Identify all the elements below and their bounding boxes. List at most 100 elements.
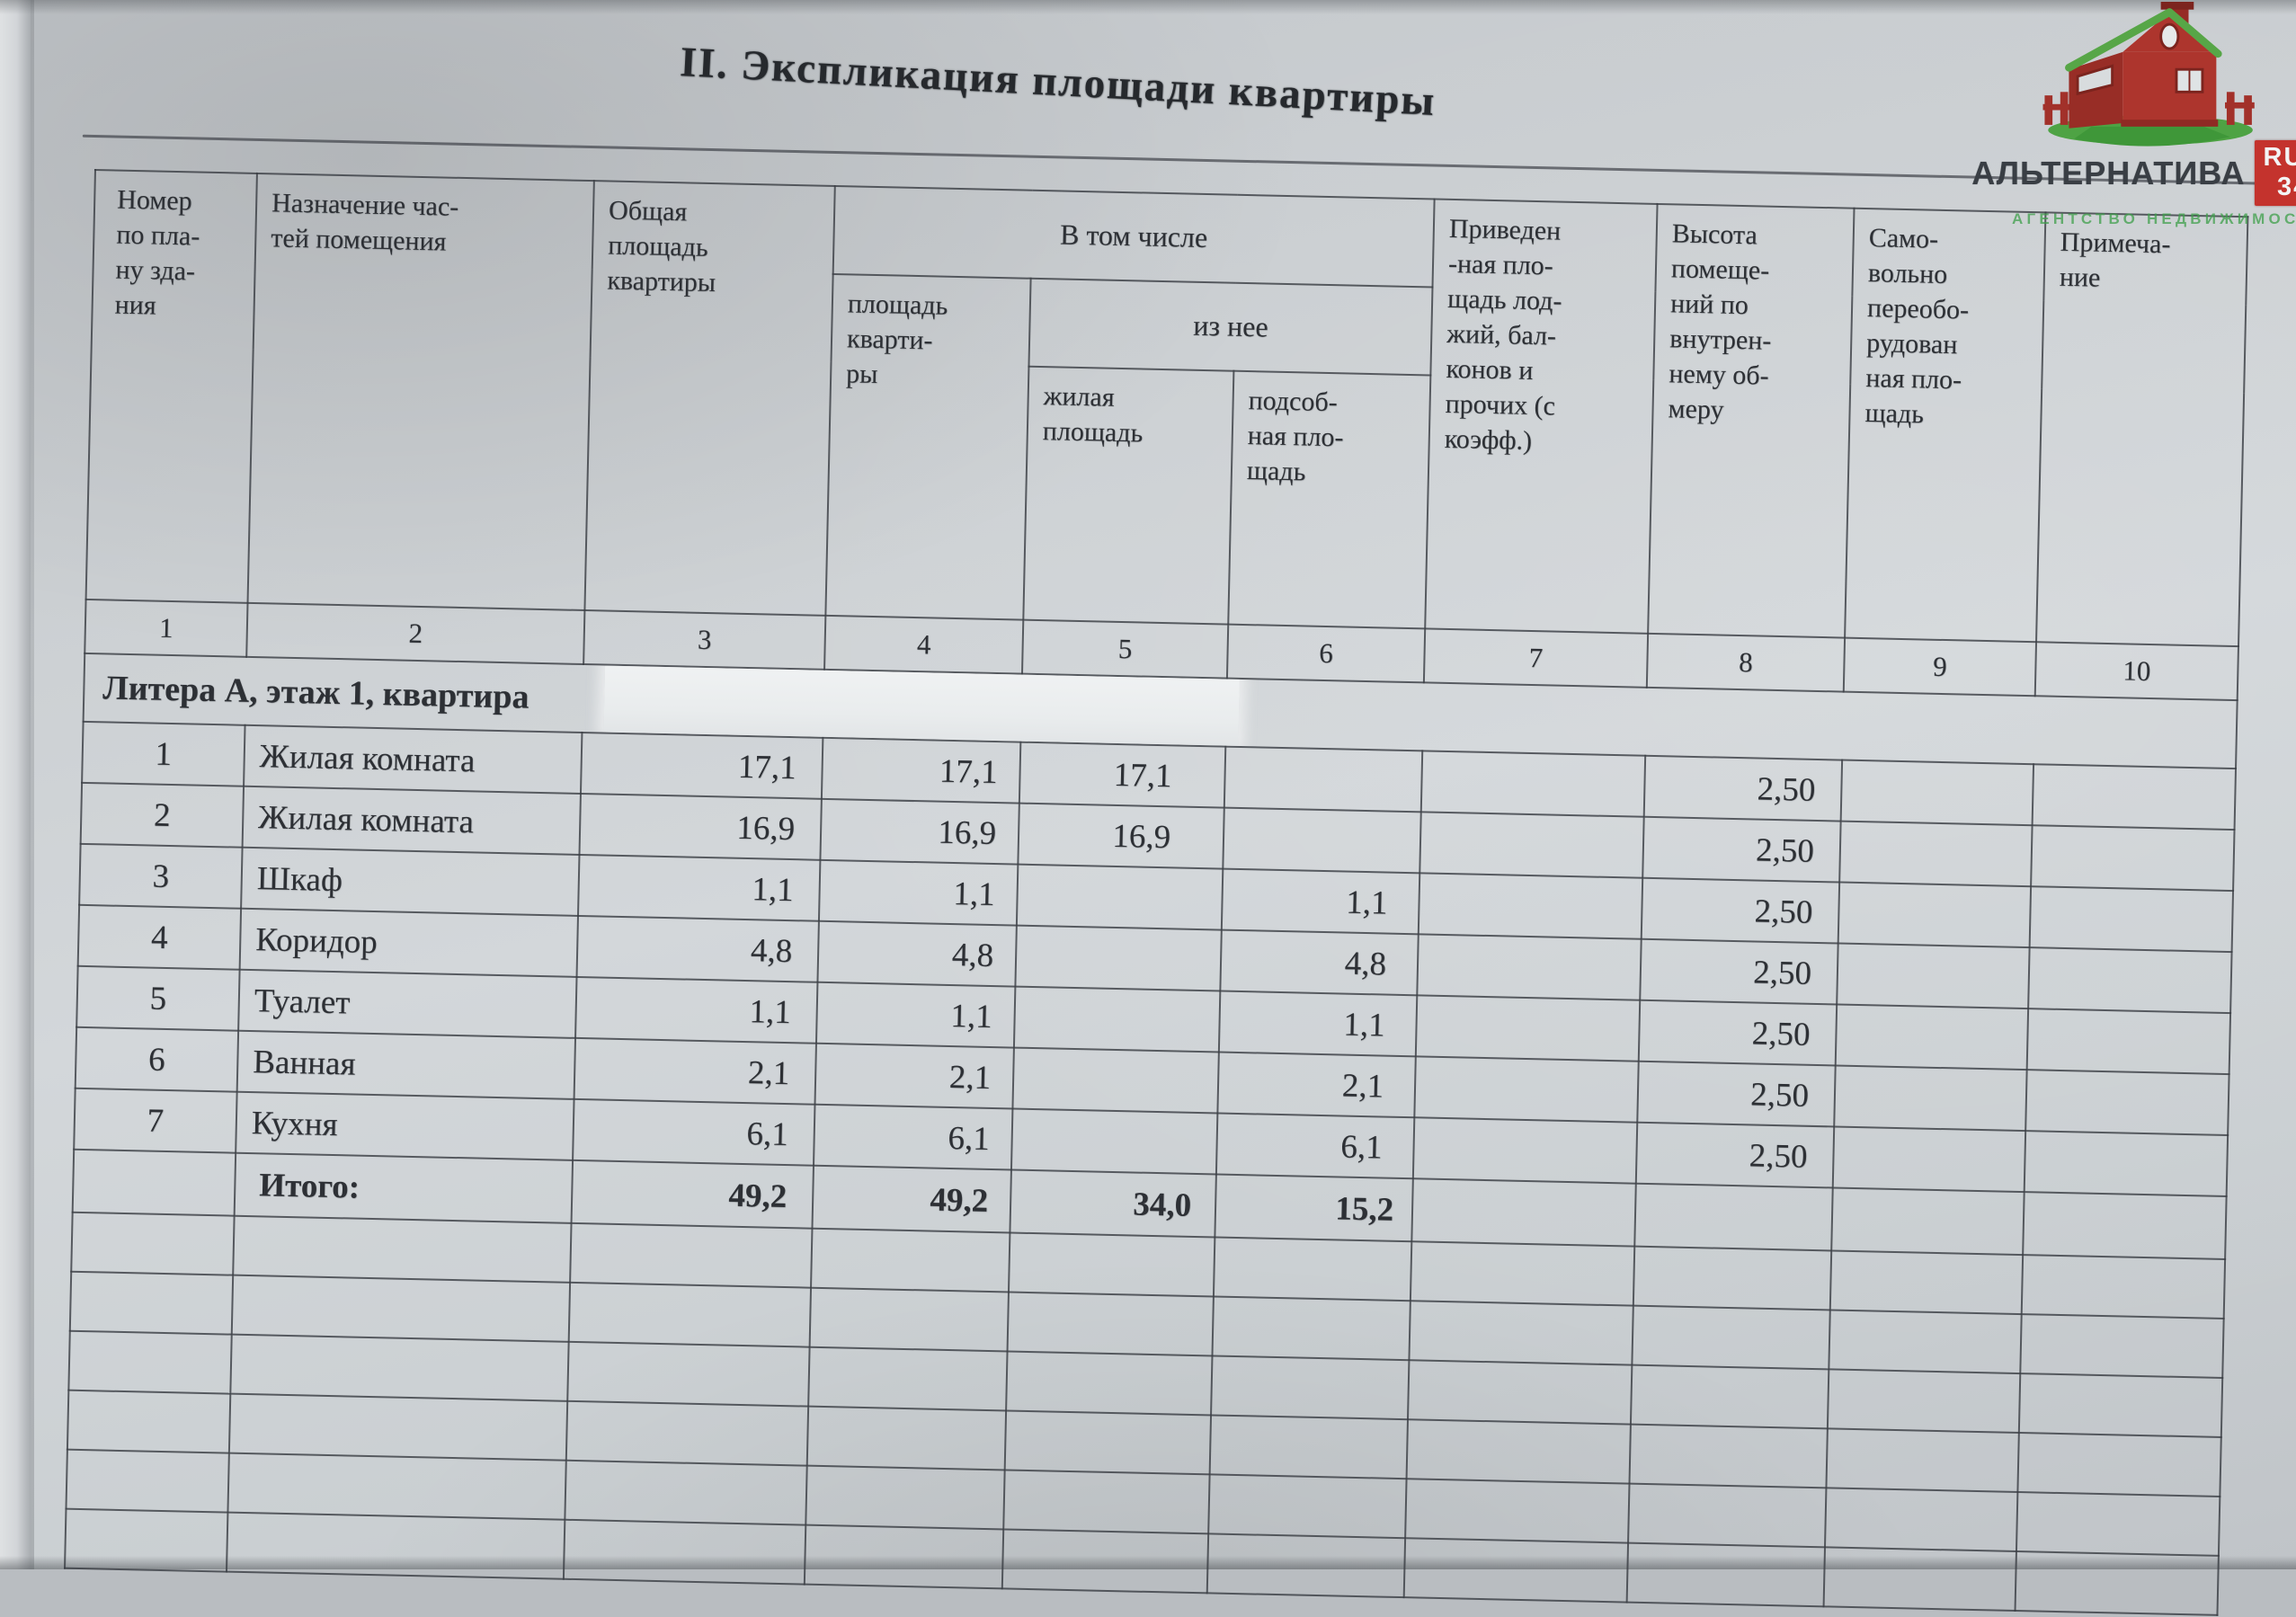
explication-table: Номер по пла- ну зда- ния Назначение час…	[64, 169, 2247, 1616]
total-area-cell: 4,8	[577, 916, 819, 982]
totals-total-area: 49,2	[572, 1160, 814, 1229]
photo-top-shade	[0, 0, 2296, 14]
reduced-area-cell	[1421, 751, 1645, 816]
living-area-cell	[1017, 865, 1223, 930]
apartment-area-cell: 2,1	[814, 1044, 1013, 1109]
total-area-cell: 17,1	[581, 733, 823, 799]
col-index-1: 1	[85, 600, 247, 657]
row-num-cell: 1	[82, 722, 245, 786]
height-cell: 2,50	[1640, 939, 1838, 1005]
row-num-cell: 4	[78, 905, 241, 970]
reduced-area-cell	[1419, 812, 1643, 877]
auxiliary-area-cell	[1223, 808, 1420, 874]
height-cell: 2,50	[1637, 1062, 1835, 1127]
col-index-2: 2	[246, 603, 584, 664]
living-area-cell: 16,9	[1018, 804, 1224, 869]
living-area-cell: 17,1	[1019, 742, 1225, 808]
unauthorized-cell	[1833, 1126, 2025, 1192]
apartment-area-cell: 4,8	[817, 921, 1016, 987]
totals-living-area: 34,0	[1010, 1170, 1215, 1238]
col-index-6: 6	[1227, 625, 1425, 683]
row-num-cell: 6	[76, 1027, 238, 1092]
unauthorized-cell	[1837, 944, 2029, 1009]
height-cell: 2,50	[1642, 878, 1839, 944]
total-area-cell: 2,1	[574, 1038, 816, 1105]
auxiliary-area-cell	[1224, 747, 1422, 813]
col-index-3: 3	[583, 610, 825, 670]
height-cell: 2,50	[1639, 1000, 1837, 1066]
unauthorized-cell	[1836, 1005, 2028, 1071]
totals-auxiliary-area: 15,2	[1215, 1174, 1412, 1241]
height-cell: 2,50	[1636, 1123, 1834, 1188]
reduced-area-cell	[1414, 1056, 1638, 1122]
note-cell	[2025, 1131, 2228, 1196]
header-total-area: Общая площадь квартиры	[584, 181, 834, 616]
unauthorized-cell	[1841, 760, 2033, 826]
apartment-area-cell: 1,1	[816, 982, 1015, 1048]
note-cell	[2027, 1008, 2230, 1074]
row-num-cell: 5	[76, 966, 239, 1031]
unauthorized-cell	[1838, 883, 2031, 948]
col-index-10: 10	[2035, 642, 2238, 700]
header-plan-number: Номер по пла- ну зда- ния	[86, 170, 257, 603]
living-area-cell	[1014, 987, 1220, 1053]
header-including: В том числе	[833, 186, 1435, 288]
page-left-edge	[0, 0, 31, 1569]
house-icon	[2039, 2, 2265, 147]
auxiliary-area-cell: 4,8	[1220, 930, 1418, 996]
note-cell	[2025, 1070, 2229, 1135]
unauthorized-cell	[1834, 1065, 2026, 1131]
col-index-5: 5	[1022, 620, 1228, 679]
row-num-cell: 2	[81, 783, 244, 848]
room-name-cell: Ванная	[237, 1031, 575, 1099]
unauthorized-cell	[1839, 822, 2032, 887]
brand-tagline: АГЕНТСТВО НЕДВИЖИМОСТИ	[2012, 210, 2292, 228]
room-name-cell: Жилая комната	[243, 786, 581, 855]
total-area-cell: 1,1	[575, 977, 817, 1044]
note-cell	[2031, 825, 2234, 891]
apartment-area-cell: 1,1	[819, 860, 1018, 926]
reduced-area-cell	[1417, 934, 1641, 1000]
auxiliary-area-cell: 1,1	[1222, 869, 1419, 935]
header-reduced-area: Приведен -ная пло- щадь лод- жий, бал- к…	[1425, 200, 1657, 634]
reduced-area-cell	[1416, 995, 1640, 1061]
total-area-cell: 1,1	[578, 855, 820, 921]
header-apartment-area: площадь кварти- ры	[825, 274, 1030, 620]
note-cell	[2033, 764, 2236, 830]
reduced-area-cell	[1413, 1117, 1637, 1183]
height-cell: 2,50	[1644, 756, 1842, 822]
totals-label: Итого:	[235, 1153, 573, 1223]
row-num-cell: 7	[74, 1088, 236, 1153]
page-seam	[31, 0, 34, 1569]
header-note: Примеча- ние	[2036, 212, 2247, 646]
header-of-it: из нее	[1028, 279, 1432, 376]
totals-apartment-area: 49,2	[812, 1166, 1010, 1233]
header-height: Высота помеще- ний по внутрен- нему об- …	[1648, 204, 1854, 638]
room-name-cell: Коридор	[240, 909, 578, 977]
header-purpose: Назначение час- тей помещения	[248, 173, 594, 610]
auxiliary-area-cell: 2,1	[1217, 1053, 1415, 1118]
brand-name: АЛЬТЕРНАТИВА	[1971, 155, 2245, 192]
header-auxiliary-area: подсоб- ная пло- щадь	[1228, 371, 1430, 629]
col-index-9: 9	[1844, 638, 2036, 697]
room-name-cell: Туалет	[238, 970, 576, 1038]
total-area-cell: 6,1	[573, 1099, 814, 1166]
room-name-cell: Жилая комната	[244, 725, 582, 794]
reduced-area-cell	[1419, 873, 1642, 938]
living-area-cell	[1015, 926, 1221, 991]
living-area-cell	[1012, 1048, 1218, 1114]
apartment-area-cell: 16,9	[820, 799, 1019, 865]
header-unauthorized: Само- вольно переобо- рудован ная пло- щ…	[1845, 209, 2045, 643]
room-name-cell: Шкаф	[241, 848, 579, 916]
total-area-cell: 16,9	[579, 794, 821, 860]
apartment-area-cell: 17,1	[822, 738, 1020, 804]
col-index-4: 4	[824, 616, 1023, 674]
col-index-7: 7	[1424, 628, 1648, 687]
auxiliary-area-cell: 6,1	[1216, 1114, 1414, 1179]
apartment-area-cell: 6,1	[814, 1105, 1012, 1170]
header-living-area: жилая площадь	[1023, 367, 1233, 625]
height-cell: 2,50	[1642, 817, 1840, 883]
note-cell	[2028, 947, 2231, 1013]
brand-badge: RUS 34	[2255, 140, 2296, 206]
col-index-8: 8	[1647, 634, 1845, 692]
